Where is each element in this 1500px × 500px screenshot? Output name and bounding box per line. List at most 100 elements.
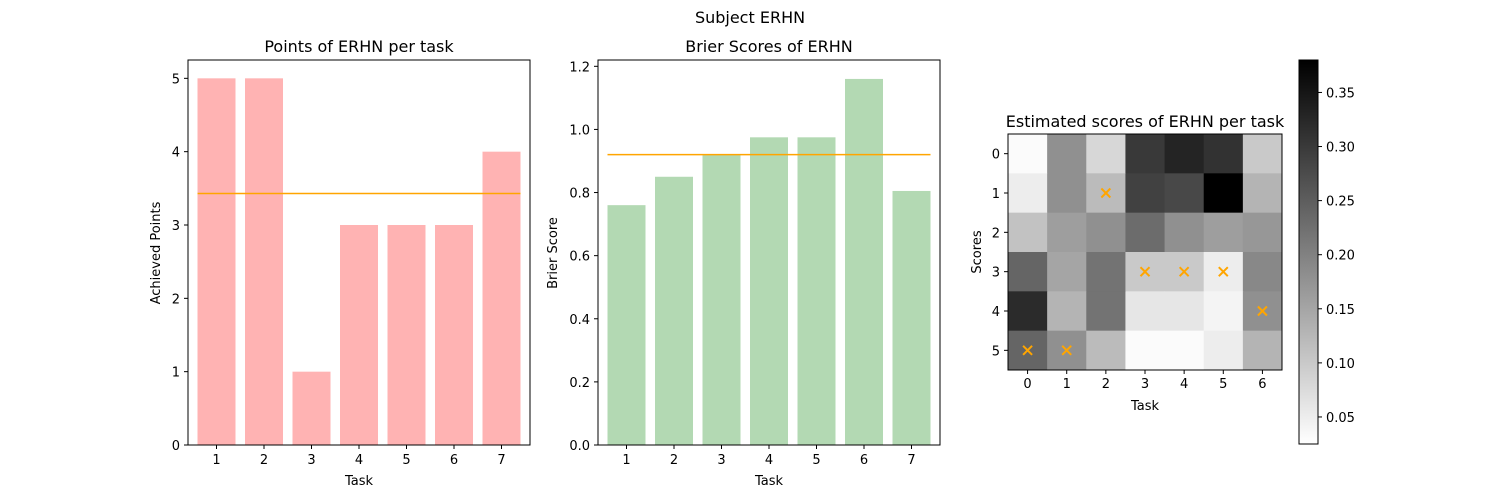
heatmap-y-tick-label: 0 <box>992 148 1000 163</box>
points-y-tick-label: 1 <box>172 366 180 381</box>
points-chart-title: Points of ERHN per task <box>264 37 454 56</box>
heatmap-y-axis-label: Scores <box>970 230 985 273</box>
brier-x-tick-label: 1 <box>622 453 630 468</box>
brier-y-tick-label: 1.0 <box>569 123 590 138</box>
brier-plot-frame <box>597 59 941 446</box>
heatmap-cell <box>1047 252 1087 292</box>
brier-y-tick-label: 0.6 <box>569 250 590 265</box>
points-bar-6 <box>435 225 473 445</box>
points-bar-5 <box>387 225 426 445</box>
heatmap-x-axis-label: Task <box>1130 399 1160 414</box>
heatmap-cell <box>1164 212 1205 253</box>
brier-bar-6 <box>845 78 883 446</box>
heatmap-cell <box>1242 252 1283 292</box>
brier-bar-5 <box>797 137 836 446</box>
heatmap-cell <box>1203 291 1244 332</box>
brier-bar-1 <box>607 205 646 445</box>
heatmap-x-marker <box>1139 266 1151 277</box>
heatmap-cell <box>1008 212 1048 253</box>
heatmap-x-marker-stroke <box>1218 266 1229 277</box>
heatmap-x-tick-label: 0 <box>1023 377 1031 392</box>
heatmap-x-marker-stroke <box>1178 266 1190 277</box>
heatmap-x-marker-stroke <box>1022 345 1033 356</box>
heatmap-x-marker <box>1022 345 1033 356</box>
colorbar-tick-label: 0.35 <box>1326 86 1355 101</box>
heatmap-cell <box>1203 212 1244 253</box>
colorbar-frame <box>1298 59 1319 445</box>
points-bar-2 <box>245 78 283 445</box>
brier-x-tick-label: 6 <box>860 453 868 468</box>
heatmap-x-tick-label: 1 <box>1063 377 1071 392</box>
brier-x-tick-label: 2 <box>670 453 678 468</box>
heatmap-x-tick-label: 5 <box>1219 377 1227 392</box>
heatmap-cell <box>1047 173 1087 214</box>
brier-y-tick-label: 0.2 <box>569 376 590 391</box>
heatmap-cell <box>1125 134 1166 174</box>
heatmap-x-marker <box>1257 305 1268 317</box>
colorbar-tick-label: 0.20 <box>1326 249 1355 264</box>
heatmap-cell <box>1086 212 1126 253</box>
heatmap-cell <box>1125 212 1166 253</box>
estimated-scores-heatmap: Estimated scores of ERHN per task Task S… <box>970 112 1285 414</box>
brier-bar-chart: Brier Scores of ERHN Task Brier Score 1 2… <box>546 37 941 489</box>
heatmap-cell <box>1164 134 1205 174</box>
heatmap-cell <box>1086 330 1126 371</box>
points-bar-1 <box>197 78 236 445</box>
points-plot-frame <box>187 59 531 446</box>
heatmap-y-tick-label: 2 <box>992 226 1000 241</box>
heatmap-title: Estimated scores of ERHN per task <box>1006 112 1285 131</box>
colorbar-tick-label: 0.30 <box>1326 141 1355 156</box>
brier-bar-3 <box>702 154 741 446</box>
points-x-tick-label: 7 <box>497 453 505 468</box>
heatmap-cell <box>1008 173 1048 214</box>
heatmap-cell <box>1164 291 1205 332</box>
colorbar-tick-label: 0.25 <box>1326 195 1355 210</box>
brier-x-tick-label: 7 <box>907 453 915 468</box>
points-y-tick-label: 4 <box>172 146 180 161</box>
heatmap-cell <box>1086 134 1126 174</box>
heatmap-x-marker <box>1178 266 1190 277</box>
heatmap-x-tick-label: 2 <box>1102 377 1110 392</box>
heatmap-y-tick-label: 1 <box>992 187 1000 202</box>
points-y-tick-label: 3 <box>172 219 180 234</box>
points-bar-7 <box>482 151 521 445</box>
heatmap-x-tick-label: 3 <box>1141 377 1149 392</box>
heatmap-cell <box>1125 330 1166 371</box>
colorbar-tick-label: 0.10 <box>1326 357 1355 372</box>
heatmap-x-marker-stroke <box>1139 266 1151 277</box>
heatmap-cell <box>1203 134 1244 174</box>
points-bar-3 <box>292 371 331 445</box>
brier-y-tick-label: 0.4 <box>569 313 590 328</box>
heatmap-cell <box>1086 252 1126 292</box>
heatmap-cell <box>1047 212 1087 253</box>
heatmap-cell <box>1008 252 1048 292</box>
heatmap-cell <box>1008 134 1048 174</box>
points-y-axis-label: Achieved Points <box>149 201 164 304</box>
heatmap-cell <box>1242 330 1283 371</box>
points-y-tick-label: 5 <box>172 72 180 87</box>
points-x-axis-label: Task <box>344 474 374 489</box>
brier-y-tick-label: 0.0 <box>569 439 590 454</box>
brier-x-tick-label: 5 <box>812 453 820 468</box>
heatmap-y-tick-label: 4 <box>992 305 1000 320</box>
points-x-tick-label: 3 <box>307 453 315 468</box>
points-x-tick-label: 5 <box>402 453 410 468</box>
heatmap-cell <box>1242 173 1283 214</box>
points-x-tick-label: 6 <box>450 453 458 468</box>
points-x-tick-label: 4 <box>355 453 363 468</box>
brier-bar-7 <box>892 190 931 445</box>
brier-y-axis-label: Brier Score <box>546 217 561 289</box>
points-bar-chart: Points of ERHN per task Task Achieved Po… <box>149 37 531 489</box>
points-x-tick-label: 1 <box>212 453 220 468</box>
heatmap-cell <box>1242 134 1283 174</box>
points-y-tick-label: 2 <box>172 292 180 307</box>
brier-x-axis-label: Task <box>754 474 784 489</box>
heatmap-y-tick-label: 5 <box>992 344 1000 359</box>
heatmap-cell <box>1008 291 1048 332</box>
brier-y-tick-label: 0.8 <box>569 187 590 202</box>
brier-y-tick-label: 1.2 <box>569 60 590 75</box>
brier-x-tick-label: 4 <box>765 453 773 468</box>
heatmap-cell <box>1125 173 1166 214</box>
figure-suptitle: Subject ERHN <box>695 8 805 27</box>
